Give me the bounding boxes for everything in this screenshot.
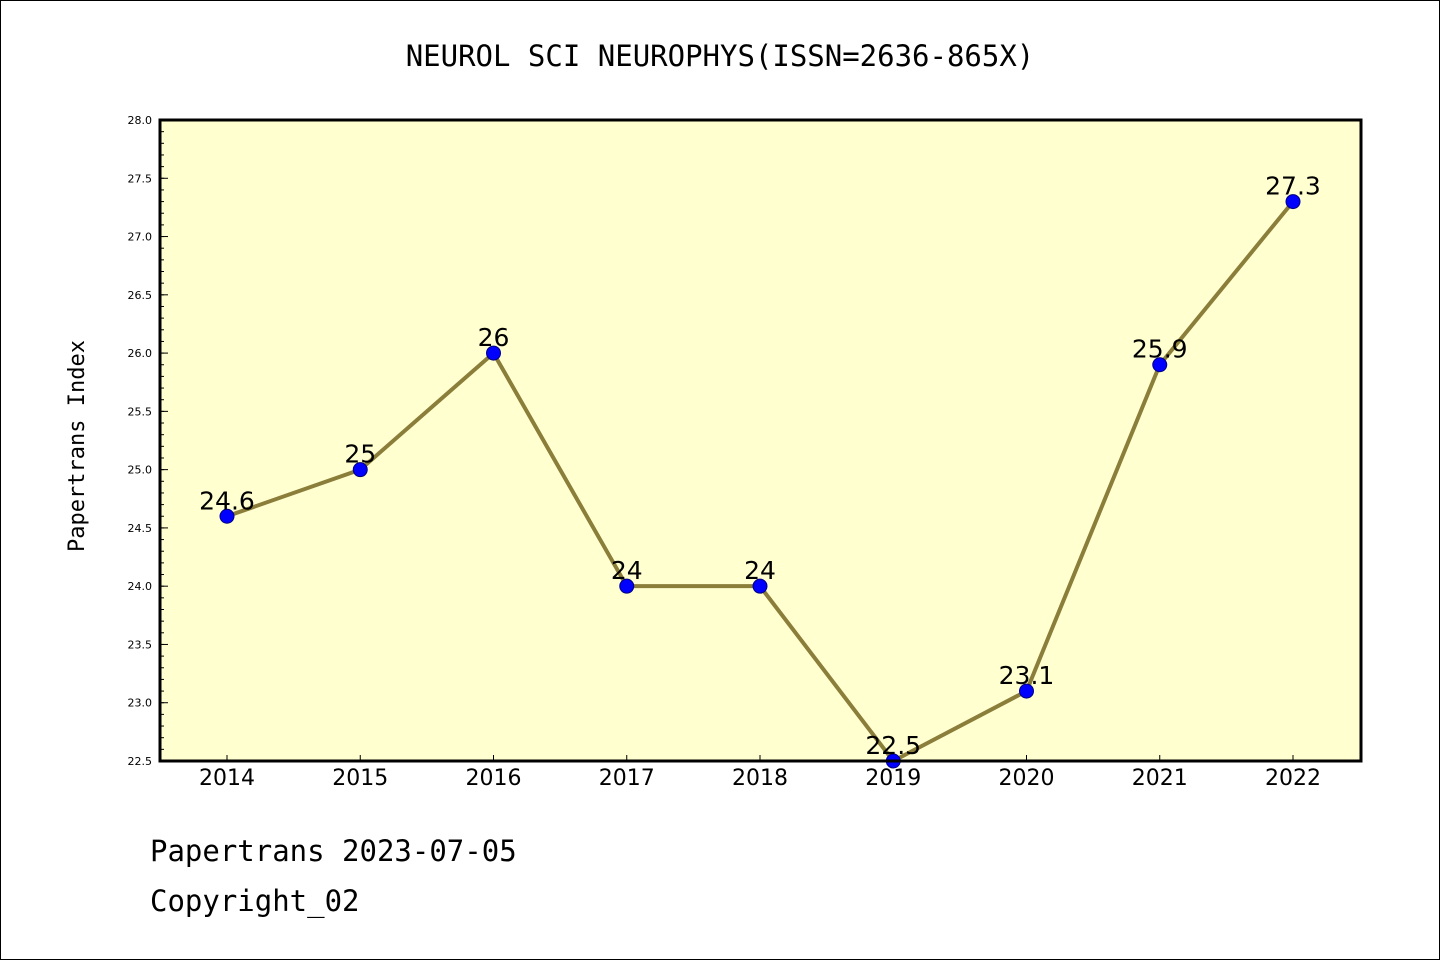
x-tick-label: 2022 — [1265, 766, 1321, 791]
y-tick-label: 23.5 — [128, 638, 153, 651]
footer-date: Papertrans 2023-07-05 — [150, 834, 517, 868]
data-label: 22.5 — [865, 731, 921, 760]
data-label: 25.9 — [1132, 335, 1188, 364]
data-point — [752, 578, 768, 594]
y-tick-label: 25.5 — [128, 405, 153, 418]
x-tick-label: 2016 — [466, 766, 522, 791]
data-label: 24 — [611, 556, 643, 585]
y-axis: 22.5 23.0 23.5 24.0 24.5 25.0 25.5 26.0 26.5 27.0… — [128, 114, 168, 768]
y-tick-label: 24.5 — [128, 522, 153, 535]
x-tick-label: 2019 — [865, 766, 921, 791]
y-tick-label: 27.5 — [128, 172, 153, 185]
plot-frame — [158, 118, 1363, 763]
data-label: 23.1 — [999, 661, 1055, 690]
data-label: 26 — [478, 323, 510, 352]
x-tick-label: 2021 — [1132, 766, 1188, 791]
footer-copyright: Copyright_02 — [150, 884, 360, 918]
x-tick-label: 2017 — [599, 766, 655, 791]
y-tick-label: 26.0 — [128, 347, 153, 360]
plot-area — [160, 120, 1361, 761]
data-point — [1285, 194, 1301, 210]
data-label: 25 — [344, 440, 376, 469]
x-tick-label: 2014 — [199, 766, 255, 791]
x-tick-label: 2015 — [332, 766, 388, 791]
y-tick-label: 25.0 — [128, 464, 153, 477]
y-tick-label: 23.0 — [128, 697, 153, 710]
y-tick-label: 27.0 — [128, 231, 153, 244]
data-point — [1019, 683, 1034, 699]
data-point — [486, 345, 501, 361]
y-tick-label: 28.0 — [128, 114, 153, 127]
data-label: 24.6 — [199, 486, 255, 515]
y-tick-label: 22.5 — [128, 755, 153, 768]
data-point — [1152, 357, 1168, 373]
data-point — [619, 578, 635, 594]
y-tick-label: 24.0 — [128, 580, 153, 593]
y-axis-label: Papertrans Index — [65, 340, 90, 552]
data-labels-group: 24.6 25 26 24 24 22.5 23.1 25.9 27.3 — [199, 172, 1321, 760]
data-label: 24 — [744, 556, 776, 585]
data-point — [352, 462, 368, 478]
chart-title: NEUROL SCI NEUROPHYS(ISSN=2636-865X) — [406, 39, 1035, 73]
data-point — [219, 508, 235, 524]
x-tick-label: 2020 — [999, 766, 1055, 791]
y-tick-label: 26.5 — [128, 289, 153, 302]
data-label: 27.3 — [1265, 172, 1321, 201]
x-tick-label: 2018 — [732, 766, 788, 791]
x-axis: 2014 2015 2016 2017 2018 2019 2020 2021 2022 — [199, 755, 1321, 791]
markers-group — [219, 194, 1301, 769]
